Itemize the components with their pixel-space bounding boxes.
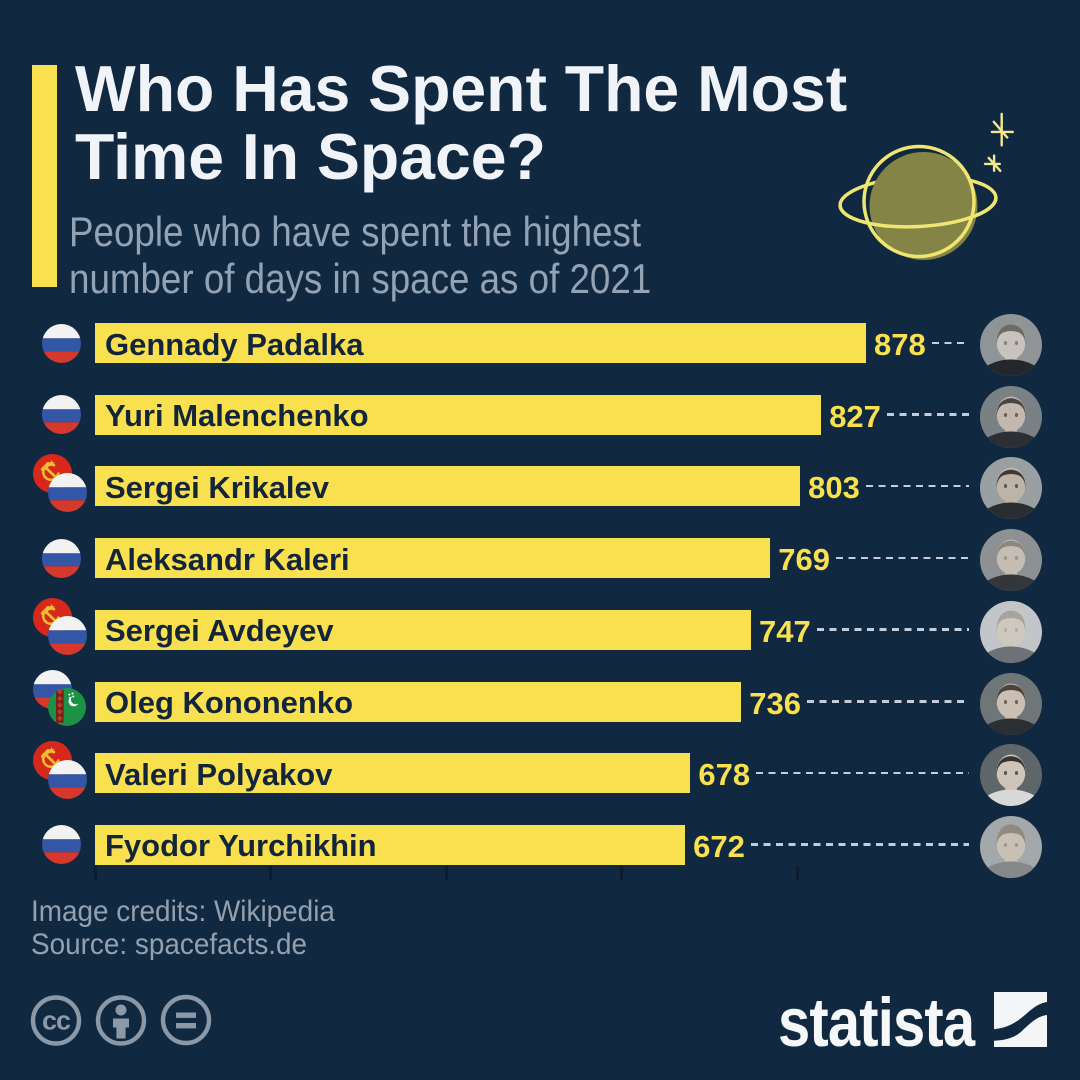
svg-text:cc: cc: [42, 1006, 71, 1036]
